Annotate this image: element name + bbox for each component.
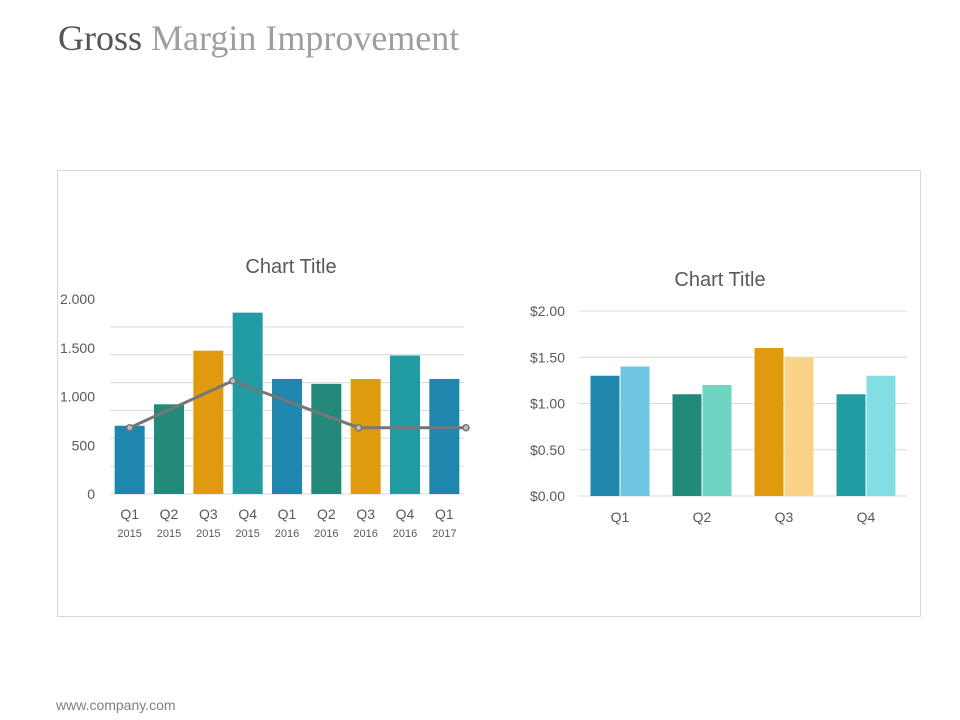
chart1-x-subtick-label: 2015: [157, 528, 181, 540]
chart2-title: Chart Title: [674, 269, 765, 291]
title-part-light: Margin Improvement: [151, 18, 460, 58]
chart2-y-tick-label: $0.00: [530, 488, 565, 504]
chart1-bar: [193, 350, 224, 494]
chart2-y-tick-label: $1.50: [530, 349, 565, 365]
chart1-x-subtick-label: 2015: [196, 528, 220, 540]
chart1-x-tick-label: Q2: [160, 506, 179, 522]
chart1-y-tick-label: 0: [87, 486, 95, 502]
chart1-x-tick-label: Q1: [435, 506, 454, 522]
chart1-line-marker: [354, 423, 363, 432]
chart1-x-subtick-label: 2016: [314, 528, 338, 540]
chart2-bar: [702, 385, 732, 496]
chart1-bar: [350, 378, 381, 494]
chart1-y-tick-label: 1.000: [60, 389, 95, 405]
chart1-bar: [390, 355, 420, 494]
chart1-line-marker: [462, 423, 470, 432]
chart1-line-marker: [228, 377, 237, 385]
chart1-y-tick-label: 2.000: [60, 291, 95, 307]
chart1-y-tick-label: 500: [72, 437, 96, 453]
chart1-line-marker: [125, 423, 134, 432]
chart2-bar: [754, 348, 784, 496]
charts-panel: [57, 170, 921, 617]
chart1-title: Chart Title: [245, 256, 336, 278]
chart1-bar: [154, 404, 184, 494]
chart2-bar: [672, 394, 702, 496]
chart2-bar: [836, 394, 866, 496]
chart1-x-tick-label: Q1: [120, 506, 139, 522]
chart1-x-tick-label: Q3: [356, 506, 375, 522]
chart1-bar: [232, 312, 263, 494]
chart2-y-tick-label: $1.00: [530, 396, 565, 412]
page-title: Gross Margin Improvement: [58, 14, 459, 62]
chart1-bar: [114, 425, 145, 494]
chart1-x-subtick-label: 2016: [393, 528, 417, 540]
chart1-bar: [429, 378, 460, 494]
chart1-x-tick-label: Q4: [396, 506, 415, 522]
chart2-x-tick-label: Q2: [693, 509, 712, 525]
chart2-y-tick-label: $2.00: [530, 303, 565, 319]
chart2-bar: [866, 375, 896, 496]
chart1-x-subtick-label: 2016: [275, 528, 299, 540]
chart2-y-tick-label: $0.50: [530, 442, 565, 458]
chart1-x-subtick-label: 2016: [353, 528, 377, 540]
chart1-x-tick-label: Q4: [238, 506, 257, 522]
chart1-series-line: [129, 379, 466, 430]
chart1-x-subtick-label: 2017: [432, 528, 456, 540]
chart1-x-tick-label: Q2: [317, 506, 336, 522]
chart1-bar: [311, 383, 342, 494]
chart2-bar: [620, 366, 650, 496]
chart1-x-tick-label: Q1: [278, 506, 297, 522]
title-part-dark: Gross: [58, 18, 143, 58]
chart2-bar: [784, 357, 814, 496]
chart2-bar: [590, 375, 620, 496]
chart1-x-tick-label: Q3: [199, 506, 218, 522]
chart2-x-tick-label: Q3: [775, 509, 794, 525]
chart1-x-subtick-label: 2015: [235, 528, 259, 540]
chart1-y-tick-label: 1.500: [60, 340, 95, 356]
chart1-x-subtick-label: 2015: [117, 528, 141, 540]
chart2-x-tick-label: Q4: [857, 509, 876, 525]
footer-url: www.company.com: [56, 697, 176, 713]
chart2-x-tick-label: Q1: [611, 509, 630, 525]
